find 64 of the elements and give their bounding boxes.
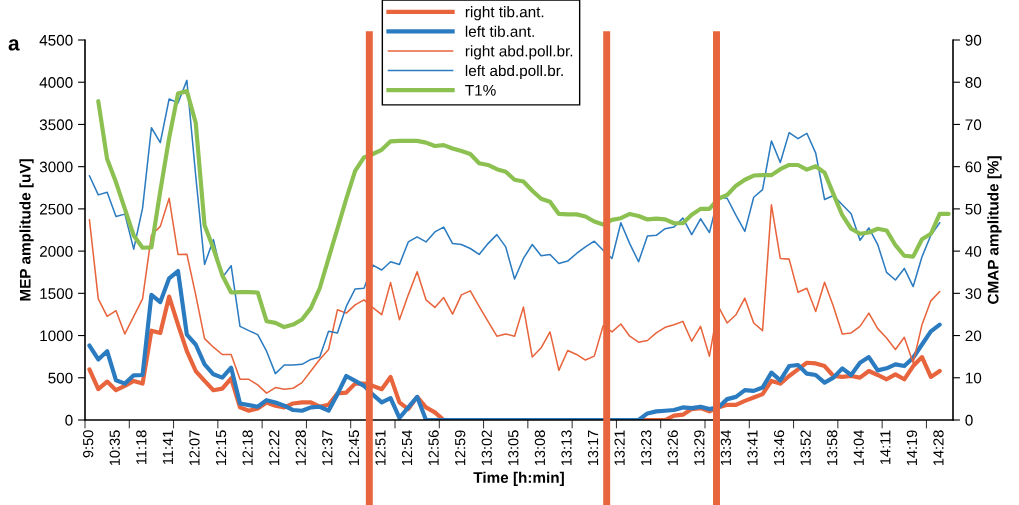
x-tick-label: 13:26: [667, 430, 678, 466]
x-tick-label: 13:08: [534, 430, 546, 466]
y-axis-title: MEP amplitude [uV]: [19, 159, 34, 301]
x-tick-label: 13:58: [827, 430, 838, 466]
x-tick-label: 12:22: [269, 430, 280, 466]
legend-label: left abd.poll.br.: [465, 64, 563, 80]
x-tick-label: 10:35: [109, 430, 120, 466]
x-tick-label: 14:11: [880, 430, 891, 465]
y2-tick-label: 10: [965, 372, 982, 384]
x-tick-label: 13:17: [587, 430, 599, 466]
x-tick-label: 12:37: [322, 430, 333, 466]
x-tick-label: 12:18: [242, 430, 253, 466]
y-tick-label: 1000: [40, 330, 73, 342]
x-tick-label: 13:52: [800, 430, 811, 466]
x-tick-label: 13:23: [641, 430, 652, 466]
y2-tick-label: 90: [965, 34, 982, 46]
x-tick-label: 13:13: [561, 430, 572, 466]
x-tick-label: 13:29: [694, 430, 705, 466]
x-tick-label: 11:41: [162, 430, 173, 465]
y-tick-label: 3000: [39, 161, 73, 173]
x-tick-label: 9:50: [83, 430, 94, 458]
legend-label: right abd.poll.br.: [465, 45, 573, 60]
y-tick-label: 500: [48, 372, 73, 384]
y-tick-label: 4000: [39, 77, 73, 88]
x-tick-label: 12:45: [348, 430, 360, 466]
x-tick-label: 12:28: [295, 430, 306, 466]
y2-tick-label: 0: [965, 414, 973, 426]
x-tick-label: 13:41: [747, 430, 758, 466]
y-tick-label: 1500: [40, 288, 73, 300]
x-tick-label: 11:18: [136, 430, 147, 465]
x-tick-label: 13:34: [720, 430, 732, 466]
y2-tick-label: 80: [965, 77, 982, 88]
y-tick-label: 0: [65, 414, 73, 426]
text: a: [8, 39, 20, 51]
legend-label: left tib.ant.: [465, 25, 534, 37]
line-series: [87, 268, 942, 420]
x-tick-label: 13:21: [614, 430, 625, 466]
y-tick-label: 4500: [39, 34, 73, 46]
y-tick-label: 2000: [39, 245, 73, 257]
y-tick-label: 2500: [39, 203, 73, 215]
x-tick-label: 14:28: [933, 430, 944, 466]
x-tick-label: 12:51: [375, 430, 386, 466]
legend-label: right tib.ant.: [465, 6, 544, 21]
y2-axis-title: CMAP amplitude [%]: [987, 156, 1002, 304]
x-tick-label: 12:07: [189, 430, 200, 466]
y-tick-label: 3500: [39, 119, 73, 131]
y2-tick-label: 50: [965, 203, 982, 215]
x-tick-label: 13:02: [481, 430, 492, 466]
x-tick-label: 12:59: [455, 430, 466, 466]
x-tick-label: 13:05: [508, 430, 519, 466]
x-axis-title: Time [h:min]: [473, 471, 564, 487]
y2-tick-label: 40: [965, 245, 982, 257]
y2-tick-label: 60: [965, 161, 982, 173]
x-tick-label: 14:04: [853, 430, 864, 466]
x-tick-label: 12:56: [428, 430, 439, 466]
x-tick-label: 14:19: [906, 430, 918, 466]
x-tick-label: 12:15: [215, 430, 227, 466]
x-tick-label: 12:54: [401, 430, 413, 466]
y2-tick-label: 20: [965, 330, 982, 342]
y2-tick-label: 30: [965, 288, 982, 300]
x-tick-label: 13:46: [773, 430, 785, 466]
y2-tick-label: 70: [965, 119, 982, 131]
legend-label: T1%: [465, 84, 496, 96]
line-series: [88, 79, 941, 375]
